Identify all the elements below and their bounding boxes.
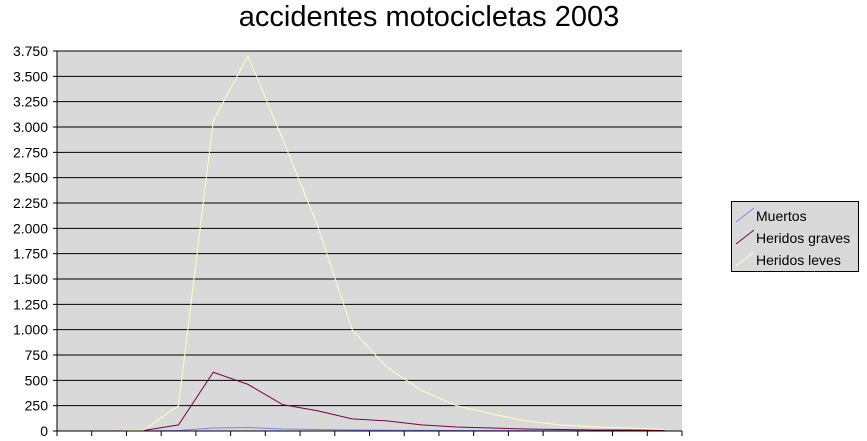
legend-swatch-heridos-leves	[736, 251, 754, 267]
x-axis-ticks	[56, 431, 683, 436]
legend-swatch-muertos	[736, 207, 754, 223]
y-tick-label: 1.750	[13, 246, 48, 262]
legend-item-heridos-leves: Heridos leves	[732, 249, 858, 269]
y-tick-label: 1.000	[13, 322, 48, 338]
plot-area	[57, 51, 682, 431]
y-tick-label: 3.500	[13, 68, 48, 84]
y-tick-label: 1.250	[13, 296, 48, 312]
y-tick-label: 3.750	[13, 43, 48, 59]
y-tick-label: 1.500	[13, 271, 48, 287]
legend-label: Heridos leves	[756, 252, 841, 268]
y-tick-label: 250	[25, 398, 49, 414]
gridlines	[57, 50, 682, 407]
legend-label: Muertos	[756, 208, 807, 224]
y-tick-label: 2.000	[13, 220, 48, 236]
y-tick-label: 2.250	[13, 195, 48, 211]
y-tick-label: 2.750	[13, 144, 48, 160]
y-tick-label: 2.500	[13, 170, 48, 186]
y-tick-label: 750	[25, 347, 49, 363]
y-tick-label: 3.000	[13, 119, 48, 135]
y-tick-label: 0	[40, 423, 48, 439]
legend-swatch-heridos-graves	[736, 229, 754, 245]
legend: Muertos Heridos graves Heridos leves	[731, 201, 859, 272]
series-line-heridos-graves	[74, 371, 665, 432]
legend-label: Heridos graves	[756, 230, 851, 246]
legend-item-muertos: Muertos	[732, 205, 858, 225]
chart-title: accidentes motocicletas 2003	[238, 1, 620, 33]
y-tick-label: 3.250	[13, 94, 48, 110]
legend-item-heridos-graves: Heridos graves	[732, 227, 858, 247]
y-axis-ticks: 0 250 500 750 1.000 1.250 1.500 1.750 2.000 2.250…	[13, 43, 57, 439]
series-line-heridos-leves	[74, 54, 665, 432]
y-tick-label: 500	[25, 372, 49, 388]
